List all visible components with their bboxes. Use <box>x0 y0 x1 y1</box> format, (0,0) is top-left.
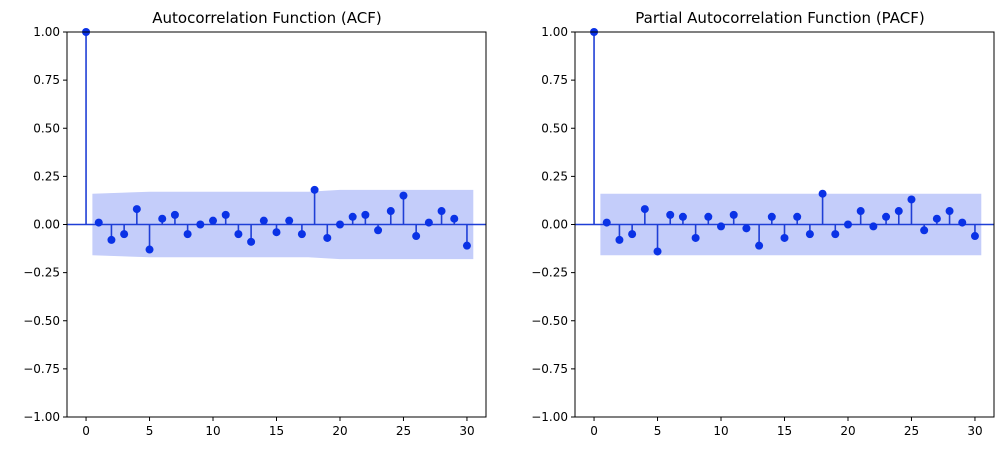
pacf-marker-lag-16 <box>793 212 802 221</box>
pacf-marker-lag-29 <box>958 218 967 227</box>
pacf-marker-lag-5 <box>653 247 662 256</box>
acf-x-tick-label-15: 15 <box>269 424 284 438</box>
pacf-y-tick-label-2: −0.50 <box>531 314 568 328</box>
acf-y-tick-label-7: 0.75 <box>33 73 60 87</box>
pacf-marker-lag-9 <box>704 212 713 221</box>
pacf-marker-lag-10 <box>717 222 726 231</box>
pacf-marker-lag-12 <box>742 224 751 233</box>
pacf-title: Partial Autocorrelation Function (PACF) <box>635 9 924 27</box>
acf-y-tick-label-8: 1.00 <box>33 25 60 39</box>
pacf-marker-lag-11 <box>729 210 738 219</box>
acf-marker-lag-8 <box>183 230 192 239</box>
pacf-marker-lag-15 <box>780 233 789 242</box>
pacf-marker-lag-1 <box>602 218 611 227</box>
acf-y-tick-label-2: −0.50 <box>23 314 60 328</box>
acf-x-tick-label-30: 30 <box>459 424 474 438</box>
acf-marker-lag-29 <box>450 214 459 223</box>
pacf-marker-lag-20 <box>843 220 852 229</box>
acf-marker-lag-1 <box>94 218 103 227</box>
pacf-marker-lag-22 <box>869 222 878 231</box>
pacf-x-tick-label-30: 30 <box>967 424 982 438</box>
acf-marker-lag-14 <box>259 216 268 225</box>
pacf-y-tick-label-7: 0.75 <box>541 73 568 87</box>
pacf-x-tick-label-0: 0 <box>590 424 598 438</box>
acf-y-tick-label-0: −1.00 <box>23 410 60 424</box>
acf-title: Autocorrelation Function (ACF) <box>152 9 381 27</box>
pacf-marker-lag-6 <box>666 210 675 219</box>
pacf-marker-lag-21 <box>856 207 865 216</box>
acf-marker-lag-18 <box>310 185 319 194</box>
acf-marker-lag-9 <box>196 220 205 229</box>
pacf-marker-lag-18 <box>818 189 827 198</box>
pacf-y-tick-label-3: −0.25 <box>531 266 568 280</box>
acf-marker-lag-3 <box>120 230 129 239</box>
acf-marker-lag-7 <box>170 210 179 219</box>
acf-marker-lag-28 <box>437 207 446 216</box>
pacf-marker-lag-4 <box>640 205 649 214</box>
pacf-y-tick-label-1: −0.75 <box>531 362 568 376</box>
pacf-marker-lag-25 <box>907 195 916 204</box>
acf-y-tick-label-6: 0.50 <box>33 121 60 135</box>
acf-marker-lag-10 <box>209 216 218 225</box>
acf-marker-lag-26 <box>412 232 421 241</box>
pacf-y-tick-label-4: 0.00 <box>541 218 568 232</box>
pacf-marker-lag-17 <box>805 230 814 239</box>
acf-marker-lag-17 <box>297 230 306 239</box>
pacf-marker-lag-26 <box>920 226 929 235</box>
acf-marker-lag-22 <box>361 210 370 219</box>
pacf-y-tick-label-5: 0.25 <box>541 169 568 183</box>
acf-marker-lag-15 <box>272 228 281 237</box>
acf-x-tick-label-10: 10 <box>205 424 220 438</box>
pacf-marker-lag-2 <box>615 235 624 244</box>
acf-marker-lag-11 <box>221 210 230 219</box>
pacf-marker-lag-3 <box>628 230 637 239</box>
pacf-x-tick-label-5: 5 <box>654 424 662 438</box>
acf-x-tick-label-5: 5 <box>146 424 154 438</box>
pacf-marker-lag-19 <box>831 230 840 239</box>
acf-y-tick-label-5: 0.25 <box>33 169 60 183</box>
pacf-y-tick-label-8: 1.00 <box>541 25 568 39</box>
pacf-x-tick-label-15: 15 <box>777 424 792 438</box>
acf-x-tick-label-0: 0 <box>82 424 90 438</box>
acf-marker-lag-30 <box>462 241 471 250</box>
acf-x-tick-label-25: 25 <box>396 424 411 438</box>
acf-marker-lag-16 <box>285 216 294 225</box>
acf-marker-lag-5 <box>145 245 154 254</box>
acf-marker-lag-24 <box>386 207 395 216</box>
pacf-marker-lag-8 <box>691 233 700 242</box>
acf-x-tick-label-20: 20 <box>332 424 347 438</box>
pacf-marker-lag-24 <box>894 207 903 216</box>
acf-marker-lag-21 <box>348 212 357 221</box>
acf-chart: Autocorrelation Function (ACF) 0 5 10 15 20 2… <box>23 9 487 438</box>
acf-marker-lag-19 <box>323 233 332 242</box>
acf-marker-lag-4 <box>132 205 141 214</box>
pacf-marker-lag-14 <box>767 212 776 221</box>
pacf-marker-lag-30 <box>970 232 979 241</box>
acf-marker-lag-13 <box>247 237 256 246</box>
acf-y-tick-label-1: −0.75 <box>23 362 60 376</box>
pacf-marker-lag-13 <box>755 241 764 250</box>
pacf-x-tick-label-10: 10 <box>713 424 728 438</box>
pacf-marker-lag-27 <box>932 214 941 223</box>
pacf-y-tick-label-0: −1.00 <box>531 410 568 424</box>
acf-marker-lag-23 <box>374 226 383 235</box>
acf-marker-lag-6 <box>158 214 167 223</box>
pacf-x-tick-label-25: 25 <box>904 424 919 438</box>
acf-marker-lag-2 <box>107 235 116 244</box>
pacf-x-tick-label-20: 20 <box>840 424 855 438</box>
acf-y-tick-label-4: 0.00 <box>33 218 60 232</box>
acf-marker-lag-20 <box>335 220 344 229</box>
pacf-y-tick-label-6: 0.50 <box>541 121 568 135</box>
pacf-marker-lag-23 <box>882 212 891 221</box>
acf-marker-lag-12 <box>234 230 243 239</box>
pacf-marker-lag-28 <box>945 207 954 216</box>
pacf-chart: Partial Autocorrelation Function (PACF) … <box>531 9 995 438</box>
acf-y-tick-label-3: −0.25 <box>23 266 60 280</box>
acf-marker-lag-25 <box>399 191 408 200</box>
acf-marker-lag-27 <box>424 218 433 227</box>
pacf-marker-lag-7 <box>678 212 687 221</box>
